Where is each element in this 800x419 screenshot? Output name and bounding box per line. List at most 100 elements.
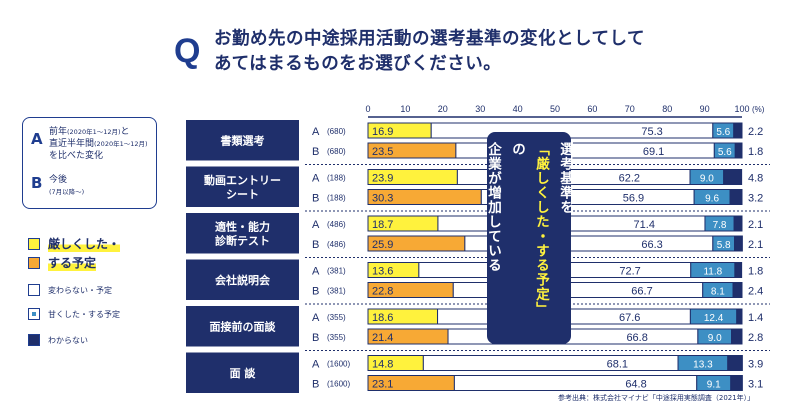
x-tick-label: 30 [475, 104, 485, 114]
row-n-label: (355) [327, 313, 346, 322]
bar-unknown [727, 355, 743, 371]
value-strict: 18.7 [372, 219, 393, 231]
key-label: 甘くした・する予定 [48, 309, 120, 319]
value-lenient: 9.0 [700, 174, 714, 185]
value-unknown: 3.1 [748, 379, 763, 391]
bar-unknown [734, 262, 743, 278]
value-lenient: 9.6 [705, 194, 719, 205]
category-box [186, 259, 299, 300]
row-letter: B [312, 239, 319, 251]
legend-b-letter: B [31, 174, 43, 192]
question-mark: Q [174, 32, 201, 70]
row-letter: B [312, 286, 319, 298]
category-label: 適性・能力 [215, 219, 270, 233]
value-strict: 21.4 [372, 332, 393, 344]
swatch-navy [28, 334, 40, 346]
x-tick-label: 40 [513, 104, 523, 114]
value-unknown: 1.8 [748, 266, 763, 278]
value-lenient: 9.1 [707, 380, 721, 391]
category-label: シート [226, 188, 259, 201]
key-label: 変わらない・予定 [48, 285, 112, 295]
row-letter: A [312, 173, 320, 185]
x-tick-label: 90 [700, 104, 710, 114]
value-strict: 23.9 [372, 173, 393, 185]
x-tick-label: 70 [625, 104, 635, 114]
row-n-label: (381) [327, 287, 346, 296]
value-lenient: 5.6 [716, 127, 730, 138]
callout-col-2: 「厳しくした・する予定」 [533, 142, 549, 316]
bar-unknown [731, 328, 743, 345]
question-title: お勤め先の中途採用活動の選考基準の変化としてして あてはまるものをお選びください… [214, 27, 645, 77]
value-strict: 13.6 [372, 266, 393, 278]
row-letter: A [312, 359, 320, 371]
value-unknown: 3.2 [748, 193, 763, 205]
row-n-label: (486) [327, 220, 346, 229]
legend-a-text: 前年(2020年1〜12月)と 直近半年間(2020年1〜12月) を比べた変化 [49, 127, 148, 161]
source-note: 参考出典：株式会社マイナビ「中途採用実態調査（2021年）」 [558, 394, 755, 402]
bar-unknown [733, 122, 743, 139]
category-label: 動画エントリー [204, 173, 281, 187]
row-n-label: (680) [327, 127, 346, 136]
row-n-label: (381) [327, 267, 346, 276]
value-same: 68.1 [607, 359, 628, 371]
row-letter: A [312, 312, 320, 324]
x-tick-label: 20 [438, 104, 448, 114]
x-unit-label: (%) [752, 105, 765, 114]
value-same: 71.4 [634, 219, 655, 231]
value-same: 66.3 [641, 239, 662, 251]
x-tick-label: 100 [734, 104, 749, 114]
key-unknown: わからない [28, 334, 88, 346]
value-lenient: 12.4 [704, 313, 724, 324]
callout-col-4: 企業が増加している [485, 142, 501, 273]
callout-box: 選考基準を 「厳しくした・する予定」 の 企業が増加している [485, 132, 573, 344]
swatch-blue [28, 308, 40, 320]
row-n-label: (680) [327, 147, 346, 156]
bar-unknown [734, 142, 743, 159]
bar-unknown [733, 215, 743, 232]
category-label: 会社説明会 [215, 273, 271, 287]
legend-a-letter: A [31, 130, 43, 148]
value-lenient: 11.8 [703, 267, 722, 278]
value-unknown: 2.1 [748, 239, 763, 251]
value-unknown: 1.8 [748, 146, 763, 158]
category-label: 面 談 [230, 366, 257, 380]
key-strict-1: 厳しくした・ [28, 235, 121, 252]
row-n-label: (486) [327, 240, 346, 249]
swatch-yellow [28, 237, 40, 250]
bar-unknown [734, 235, 743, 252]
question-line-1: お勤め先の中途採用活動の選考基準の変化としてして [214, 29, 645, 49]
row-letter: A [312, 266, 320, 278]
value-same: 66.7 [631, 286, 652, 298]
bar-unknown [732, 282, 743, 298]
row-n-label: (188) [327, 174, 346, 183]
category-box [186, 352, 299, 393]
value-same: 66.8 [626, 332, 647, 344]
row-letter: A [312, 126, 320, 138]
value-unknown: 4.8 [748, 173, 763, 185]
bar-same [422, 355, 679, 371]
x-tick-label: 80 [662, 104, 672, 114]
value-unknown: 2.2 [748, 126, 763, 138]
value-strict: 22.8 [372, 286, 393, 298]
value-strict: 25.9 [372, 239, 393, 251]
category-box [186, 120, 299, 161]
value-lenient: 9.0 [708, 333, 722, 344]
value-strict: 23.5 [372, 146, 393, 158]
value-unknown: 2.4 [748, 286, 763, 298]
question-line-2: あてはまるものをお選びください。 [214, 54, 502, 74]
row-letter: B [312, 379, 319, 391]
value-same: 67.6 [619, 312, 640, 324]
value-strict: 30.3 [372, 193, 393, 205]
swatch-white [28, 284, 40, 296]
x-tick-label: 0 [365, 104, 370, 114]
callout-col-1: 選考基準を [557, 142, 573, 215]
bar-same [453, 375, 698, 391]
value-strict: 16.9 [372, 126, 393, 138]
value-lenient: 8.1 [711, 287, 725, 298]
legend-b-text: 今後 (7月以降〜) [49, 175, 85, 196]
row-letter: B [312, 332, 319, 344]
value-strict: 23.1 [372, 379, 393, 391]
category-box [186, 306, 299, 347]
key-label: する予定 [48, 254, 97, 271]
